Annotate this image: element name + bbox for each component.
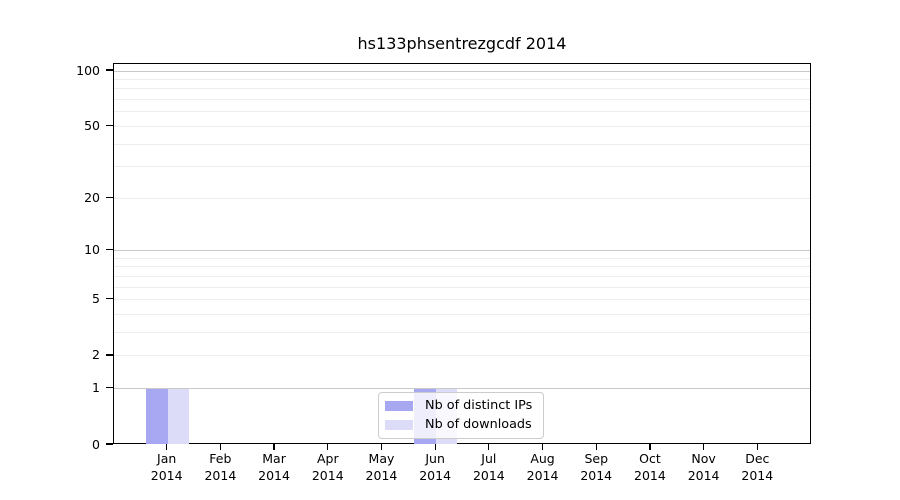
y-tick-mark [106, 69, 113, 71]
y-gridline-minor [114, 143, 810, 145]
y-tick-label: 2 [92, 347, 100, 363]
y-gridline-minor [114, 286, 810, 288]
legend-swatch-downloads-icon [385, 419, 413, 430]
y-gridline-major [114, 70, 810, 72]
y-gridline-minor [114, 99, 810, 101]
x-tick-label: Jul 2014 [472, 451, 505, 483]
x-tick-label: Feb 2014 [204, 451, 237, 483]
y-gridline-minor [114, 78, 810, 80]
x-tick-mark [756, 444, 758, 450]
y-tick-mark [106, 443, 113, 445]
legend-swatch-distinct-ips-icon [385, 401, 413, 412]
x-tick-label: Sep 2014 [580, 451, 613, 483]
bar-distinct-ips [145, 388, 168, 444]
x-tick-label: Oct 2014 [634, 451, 666, 483]
x-tick-mark [595, 444, 597, 450]
legend-item-downloads: Nb of downloads [385, 417, 537, 433]
y-gridline-minor [114, 125, 810, 127]
x-tick-label: Dec 2014 [741, 451, 774, 483]
y-gridline-major [114, 250, 810, 252]
x-tick-mark [166, 444, 168, 450]
y-tick-label: 100 [76, 62, 100, 78]
y-gridline-minor [114, 299, 810, 301]
y-gridline-minor [114, 332, 810, 334]
y-tick-mark [106, 124, 113, 127]
x-tick-label: Nov 2014 [687, 451, 720, 483]
y-gridline-minor [114, 257, 810, 259]
x-tick-mark [541, 444, 544, 450]
x-tick-label: Aug 2014 [526, 451, 559, 483]
y-gridline-minor [114, 355, 810, 357]
x-tick-mark [380, 444, 383, 450]
y-gridline-major [114, 388, 810, 390]
y-gridline-minor [114, 275, 810, 277]
x-tick-label: Mar 2014 [258, 451, 290, 483]
y-tick-mark [106, 354, 113, 356]
x-tick-mark [219, 444, 222, 450]
legend-label-distinct-ips: Nb of distinct IPs [425, 398, 533, 414]
x-tick-label: Jan 2014 [150, 451, 183, 483]
legend-label-downloads: Nb of downloads [425, 416, 532, 432]
y-tick-mark [106, 298, 113, 300]
x-tick-label: Apr 2014 [311, 451, 344, 483]
bar-downloads [167, 388, 189, 444]
y-tick-mark [106, 387, 113, 389]
y-gridline-minor [114, 197, 810, 199]
x-tick-mark [702, 444, 705, 450]
y-tick-label: 5 [92, 291, 100, 307]
x-tick-label: Jun 2014 [419, 451, 452, 483]
y-tick-label: 50 [84, 117, 100, 133]
y-gridline-minor [114, 266, 810, 268]
legend-item-distinct-ips: Nb of distinct IPs [385, 398, 537, 414]
x-tick-mark [327, 444, 329, 450]
y-tick-mark [106, 249, 113, 251]
y-tick-label: 1 [92, 380, 100, 396]
y-tick-label: 0 [92, 436, 100, 452]
y-gridline-minor [114, 166, 810, 168]
x-tick-label: May 2014 [365, 451, 398, 483]
x-tick-mark [488, 444, 490, 450]
y-tick-label: 10 [84, 242, 100, 258]
x-tick-mark [434, 444, 436, 450]
plot-area: Nb of distinct IPs Nb of downloads [113, 63, 811, 444]
x-tick-mark [273, 444, 275, 450]
legend: Nb of distinct IPs Nb of downloads [378, 392, 544, 439]
y-tick-label: 20 [84, 189, 100, 205]
y-gridline-minor [114, 111, 810, 113]
y-gridline-minor [114, 88, 810, 90]
y-tick-mark [106, 196, 113, 198]
x-tick-mark [649, 444, 651, 450]
y-gridline-minor [114, 314, 810, 316]
chart-title: hs133phsentrezgcdf 2014 [357, 34, 567, 53]
